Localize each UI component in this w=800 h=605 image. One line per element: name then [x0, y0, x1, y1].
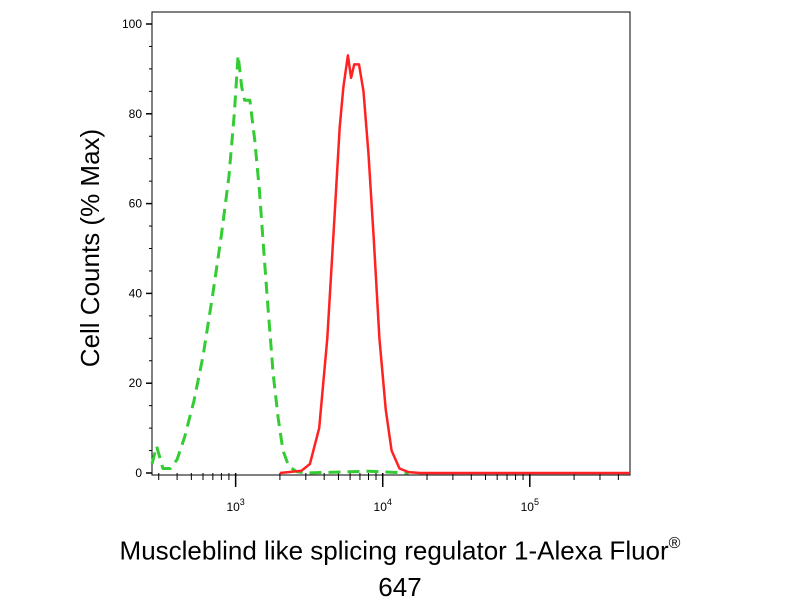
x-tick-base: 10: [226, 500, 240, 514]
x-tick-exponent: 5: [534, 497, 539, 507]
y-axis-label: Cell Counts (% Max): [75, 129, 105, 367]
x-tick-label: 103: [226, 497, 244, 514]
y-tick-label: 0: [135, 466, 142, 480]
y-tick-label: 20: [129, 376, 143, 390]
x-minor-ticks: [158, 473, 619, 480]
x-tick-exponent: 4: [387, 497, 392, 507]
x-tick-base: 10: [521, 500, 535, 514]
y-ticks: 0 20 40 60 80 100: [122, 17, 152, 480]
y-tick-label: 60: [129, 197, 143, 211]
series-layer: [150, 53, 630, 475]
series-line-sample: [279, 54, 630, 475]
x-tick-base: 10: [374, 500, 388, 514]
registered-mark: ®: [668, 535, 681, 552]
x-axis-label-line2: 647: [378, 571, 422, 602]
x-axis-label: Muscleblind like splicing regulator 1-Al…: [0, 528, 800, 605]
x-axis-label-text: Muscleblind like splicing regulator 1-Al…: [119, 535, 669, 566]
y-tick-label: 80: [129, 107, 143, 121]
x-ticks: 103 104 105: [226, 473, 539, 514]
y-tick-label: 40: [129, 286, 143, 300]
plot-frame: [151, 11, 631, 476]
y-tick-label: 100: [122, 17, 142, 31]
x-tick-exponent: 3: [240, 497, 245, 507]
x-tick-label: 104: [374, 497, 392, 514]
x-tick-label: 105: [521, 497, 539, 514]
series-line-control: [150, 53, 409, 475]
